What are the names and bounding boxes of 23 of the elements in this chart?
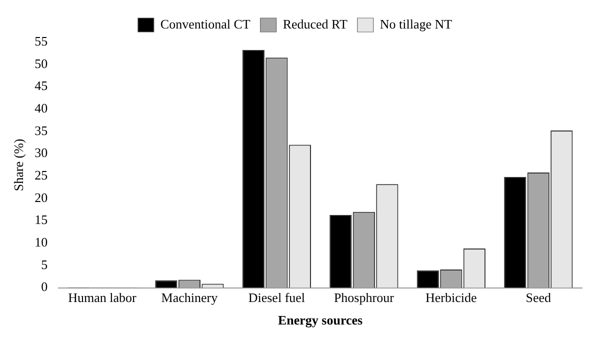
legend-label: Reduced RT [282, 16, 348, 32]
y-tick-label: 10 [34, 234, 48, 250]
x-tick-label: Machinery [161, 290, 218, 306]
x-tick-label: Seed [526, 290, 552, 306]
y-tick-label: 25 [34, 167, 48, 182]
y-tick-label: 0 [41, 279, 48, 294]
legend-label: Conventional CT [160, 16, 250, 32]
y-tick-label: 40 [34, 100, 48, 116]
y-tick-label: 15 [34, 212, 48, 228]
y-tick-label: 20 [34, 190, 48, 205]
legend-label: No tillage NT [380, 16, 452, 32]
y-tick-label: 30 [34, 145, 48, 160]
x-axis-title: Energy sources [278, 312, 363, 328]
y-tick-label: 5 [41, 256, 48, 272]
y-axis-title: Share (%) [11, 138, 26, 192]
y-tick-label: 50 [34, 56, 48, 71]
y-tick-label: 55 [34, 33, 48, 48]
x-tick-label: Diesel fuel [248, 290, 306, 306]
y-tick-label: 45 [34, 78, 48, 94]
y-tick-label: 35 [34, 122, 48, 138]
x-tick-label: Phosphrour [334, 290, 395, 306]
x-tick-label: Human labor [68, 290, 137, 306]
x-tick-label: Herbicide [426, 290, 477, 306]
